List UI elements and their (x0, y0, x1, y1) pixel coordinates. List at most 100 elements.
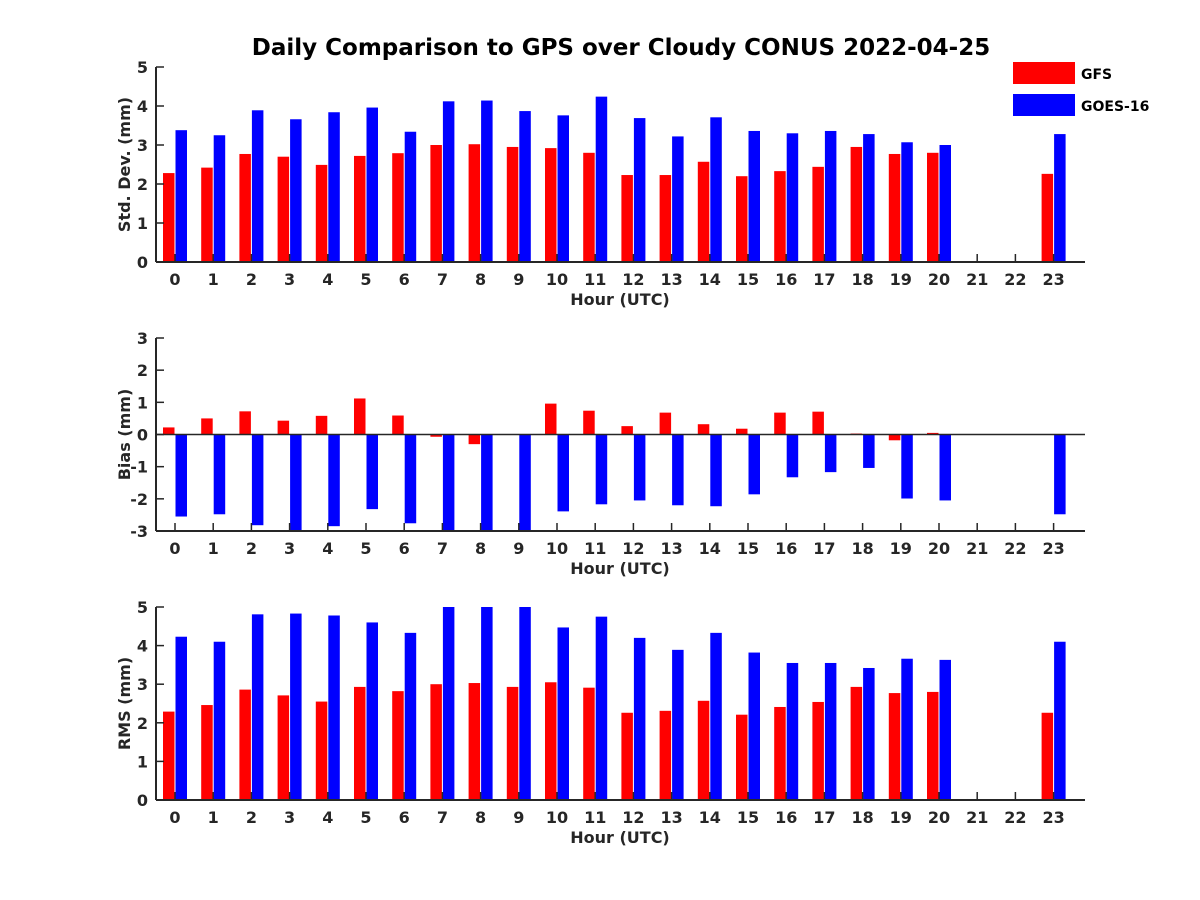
bar-gfs-hour-6 (392, 691, 404, 800)
bar-gfs-hour-11 (583, 152, 595, 262)
bar-goes-16-hour-13 (672, 136, 684, 262)
y-tick-label: 2 (137, 714, 148, 733)
x-tick-label: 2 (246, 808, 257, 827)
bar-goes-16-hour-23 (1054, 641, 1066, 800)
y-tick-label: 4 (137, 97, 148, 116)
bar-goes-16-hour-12 (633, 637, 646, 800)
x-tick-label: 16 (775, 539, 797, 558)
x-tick-label: 16 (775, 270, 797, 289)
bar-goes-16-hour-7 (442, 607, 455, 800)
bar-gfs-hour-8 (468, 434, 481, 445)
bar-gfs-hour-13 (659, 710, 672, 800)
bar-goes-16-hour-17 (824, 434, 837, 473)
bar-gfs-hour-12 (621, 426, 633, 435)
x-tick-label: 19 (890, 808, 912, 827)
y-axis-label: Std. Dev. (mm) (115, 97, 134, 232)
bar-gfs-hour-10 (545, 148, 557, 262)
x-tick-label: 16 (775, 808, 797, 827)
bar-goes-16-hour-15 (748, 652, 760, 800)
x-tick-label: 20 (928, 270, 950, 289)
bar-gfs-hour-14 (697, 700, 710, 800)
bar-goes-16-hour-7 (442, 434, 455, 531)
bar-gfs-hour-16 (774, 171, 786, 262)
bar-goes-16-hour-16 (786, 133, 799, 262)
x-tick-label: 2 (246, 270, 257, 289)
bar-goes-16-hour-9 (519, 434, 531, 531)
x-tick-label: 2 (246, 539, 257, 558)
x-tick-label: 11 (584, 808, 606, 827)
x-tick-label: 17 (813, 539, 835, 558)
y-tick-label: 0 (137, 791, 148, 810)
legend-label: GOES-16 (1081, 99, 1149, 115)
x-tick-label: 14 (699, 808, 721, 827)
bar-gfs-hour-5 (354, 398, 366, 435)
bar-goes-16-hour-19 (901, 434, 913, 499)
x-tick-label: 15 (737, 539, 759, 558)
bar-gfs-hour-13 (659, 175, 672, 262)
chart-title: Daily Comparison to GPS over Cloudy CONU… (252, 35, 990, 61)
x-tick-label: 13 (660, 539, 682, 558)
bar-gfs-hour-20 (927, 432, 939, 435)
bar-gfs-hour-0 (163, 173, 175, 262)
x-tick-label: 11 (584, 270, 606, 289)
bar-gfs-hour-7 (430, 145, 442, 262)
bar-gfs-hour-8 (468, 683, 481, 800)
bar-goes-16-hour-12 (633, 118, 646, 262)
x-tick-label: 15 (737, 270, 759, 289)
x-tick-label: 7 (437, 808, 448, 827)
x-tick-label: 12 (622, 808, 644, 827)
bar-gfs-hour-15 (736, 428, 748, 435)
x-tick-label: 12 (622, 539, 644, 558)
bar-goes-16-hour-12 (633, 434, 646, 501)
bar-goes-16-hour-17 (824, 130, 837, 262)
x-tick-label: 9 (513, 808, 524, 827)
bar-goes-16-hour-20 (939, 434, 951, 501)
y-tick-label: -2 (130, 490, 148, 509)
x-tick-label: 9 (513, 270, 524, 289)
x-tick-label: 10 (546, 808, 568, 827)
bar-gfs-hour-23 (1041, 173, 1054, 262)
x-tick-label: 0 (169, 270, 180, 289)
bar-goes-16-hour-15 (748, 434, 760, 495)
x-tick-label: 22 (1004, 539, 1026, 558)
x-tick-label: 3 (284, 808, 295, 827)
bar-gfs-hour-6 (392, 415, 404, 435)
bar-gfs-hour-1 (201, 418, 213, 435)
x-tick-label: 7 (437, 539, 448, 558)
legend-swatch-goes-16 (1013, 94, 1075, 116)
x-tick-label: 5 (360, 808, 371, 827)
x-tick-label: 8 (475, 808, 486, 827)
bar-goes-16-hour-13 (672, 649, 684, 800)
bar-goes-16-hour-16 (786, 662, 799, 800)
legend-swatch-gfs (1013, 62, 1075, 84)
bar-goes-16-hour-2 (251, 110, 264, 262)
bar-goes-16-hour-18 (863, 134, 875, 262)
bar-gfs-hour-19 (888, 153, 901, 262)
bar-goes-16-hour-2 (251, 614, 264, 800)
bar-goes-16-hour-8 (481, 100, 493, 262)
x-tick-label: 14 (699, 270, 721, 289)
bar-gfs-hour-5 (354, 686, 366, 800)
bar-goes-16-hour-14 (710, 434, 722, 507)
bar-goes-16-hour-10 (557, 627, 569, 800)
x-tick-label: 19 (890, 539, 912, 558)
x-tick-label: 3 (284, 539, 295, 558)
bar-gfs-hour-17 (812, 411, 824, 435)
bar-gfs-hour-11 (583, 687, 595, 800)
bar-goes-16-hour-16 (786, 434, 799, 478)
x-tick-label: 5 (360, 539, 371, 558)
bar-gfs-hour-10 (545, 682, 557, 800)
y-axis-label: RMS (mm) (115, 657, 134, 750)
y-tick-label: 0 (137, 253, 148, 272)
bar-goes-16-hour-1 (213, 641, 226, 800)
bar-goes-16-hour-9 (519, 607, 531, 800)
x-tick-label: 15 (737, 808, 759, 827)
bar-goes-16-hour-18 (863, 667, 875, 800)
y-tick-label: 2 (137, 175, 148, 194)
bar-gfs-hour-2 (239, 411, 251, 435)
bar-goes-16-hour-6 (404, 434, 417, 524)
bar-goes-16-hour-7 (442, 101, 455, 262)
x-tick-label: 21 (966, 270, 988, 289)
